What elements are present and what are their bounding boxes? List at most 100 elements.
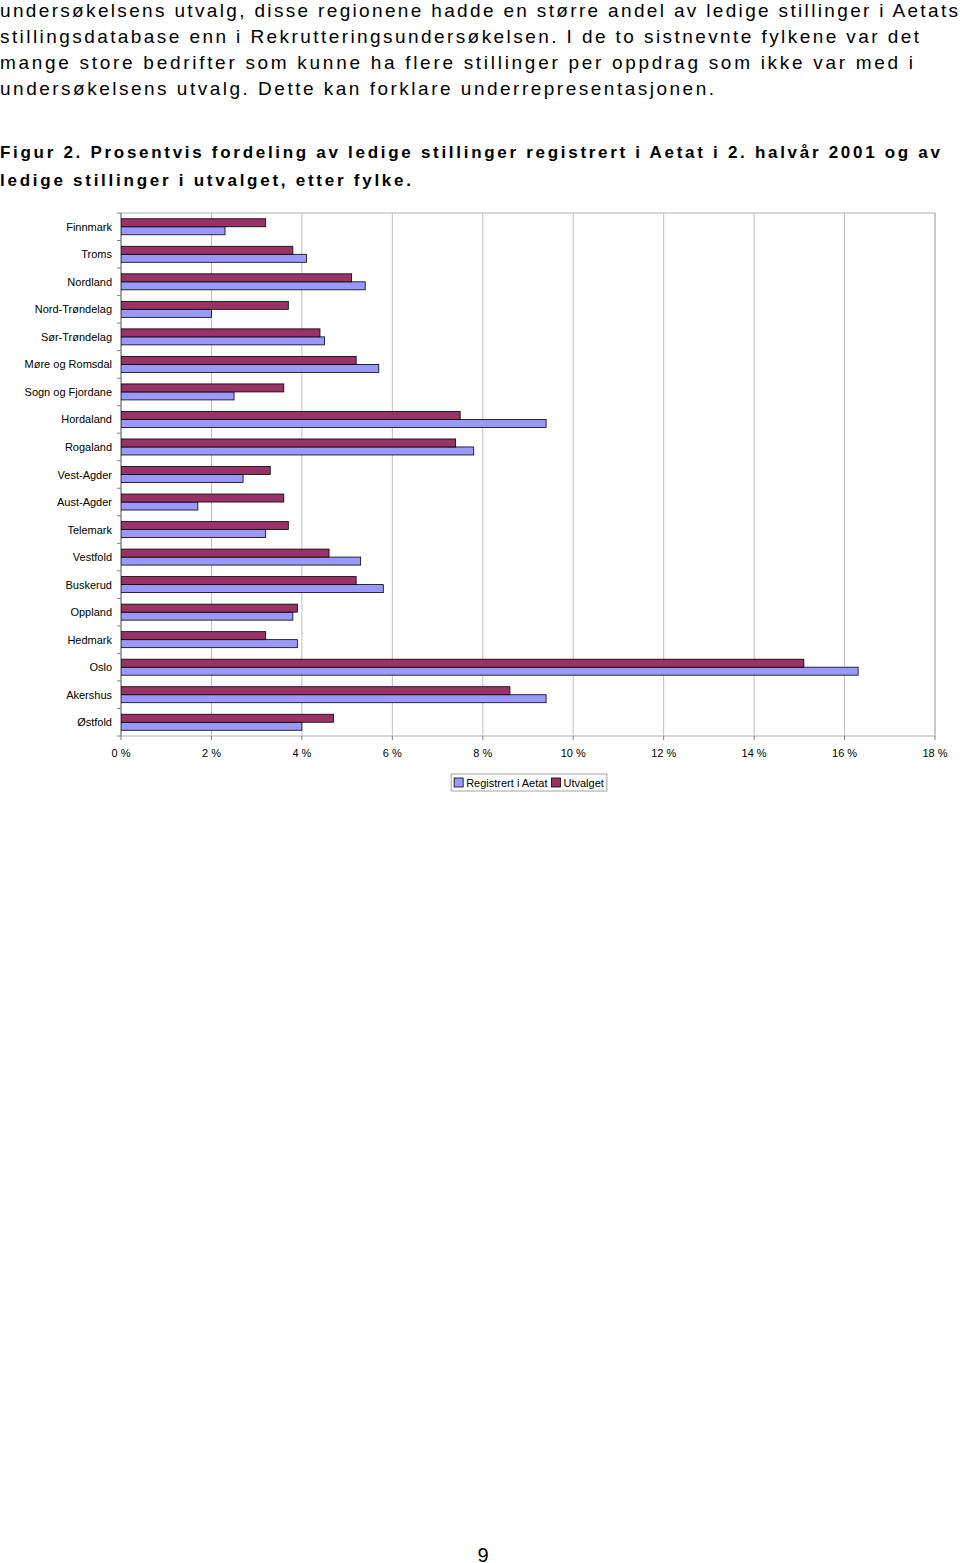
tick-mark: [482, 736, 483, 740]
category-tick: [117, 488, 121, 489]
tick-mark: [844, 736, 845, 740]
category-tick: [117, 680, 121, 681]
grid-line: [392, 213, 393, 736]
tick-label: 10 %: [561, 747, 586, 759]
bar: [121, 419, 546, 427]
category-tick: [117, 708, 121, 709]
tick-mark: [121, 736, 122, 740]
category-label: Østfold: [77, 716, 112, 728]
plot-frame: [121, 213, 935, 736]
bar: [121, 604, 297, 612]
tick-label: 16 %: [832, 747, 857, 759]
bar: [121, 612, 293, 620]
category-label: Sør-Trøndelag: [41, 331, 112, 343]
category-tick: [117, 213, 121, 214]
category-tick: [117, 653, 121, 654]
category-tick: [117, 570, 121, 571]
paragraph-line: undersøkelsens utvalg, disse regionene h…: [0, 0, 958, 21]
legend-swatch: [551, 778, 560, 787]
category-tick: [117, 405, 121, 406]
tick-label: 4 %: [292, 747, 311, 759]
bar: [121, 549, 329, 557]
tick-mark: [392, 736, 393, 740]
category-tick: [117, 433, 121, 434]
bar: [121, 467, 270, 475]
bar: [121, 557, 361, 565]
category-label: Finnmark: [66, 221, 112, 233]
bar: [121, 392, 234, 400]
figure-caption: ledige stillinger i utvalget, etter fylk…: [0, 171, 411, 190]
bar: [121, 585, 383, 593]
bar: [121, 301, 288, 309]
tick-mark: [573, 736, 574, 740]
bar: [121, 356, 356, 364]
grid-line: [301, 213, 302, 736]
grid-line: [935, 213, 936, 736]
background: [0, 0, 960, 1563]
category-tick: [117, 295, 121, 296]
category-tick: [117, 515, 121, 516]
bar: [121, 254, 306, 262]
category-label: Rogaland: [65, 441, 112, 453]
category-label: Hordaland: [61, 413, 112, 425]
category-tick: [117, 323, 121, 324]
paragraph-line: mange store bedrifter som kunne ha flere…: [0, 52, 913, 73]
legend-label: Utvalget: [563, 777, 603, 789]
grid-line: [754, 213, 755, 736]
bar: [121, 309, 211, 317]
category-tick: [117, 240, 121, 241]
tick-label: 14 %: [742, 747, 767, 759]
category-label: Aust-Agder: [57, 496, 112, 508]
bar: [121, 439, 456, 447]
bar: [121, 219, 266, 227]
bar: [121, 502, 198, 510]
category-label: Troms: [81, 248, 112, 260]
legend: Registrert i Aetat Utvalget: [451, 774, 607, 791]
bar: [121, 522, 288, 530]
bar: [121, 530, 266, 538]
grid-line: [663, 213, 664, 736]
page: undersøkelsens utvalg, disse regionene h…: [0, 0, 960, 1563]
legend-swatch: [454, 778, 463, 787]
paragraph-line: stillingsdatabase enn i Rekrutteringsund…: [0, 26, 920, 47]
bars: [121, 219, 858, 730]
bar: [121, 659, 804, 667]
bar: [121, 475, 243, 483]
tick-mark: [211, 736, 212, 740]
category-tick: [117, 268, 121, 269]
category-label: Sogn og Fjordane: [25, 386, 112, 398]
tick-label: 12 %: [651, 747, 676, 759]
category-label: Møre og Romsdal: [25, 358, 112, 370]
category-tick: [117, 736, 121, 737]
category-tick: [117, 460, 121, 461]
bar: [121, 667, 858, 675]
category-label: Akershus: [66, 689, 112, 701]
bar: [121, 687, 510, 695]
figure-caption: Figur 2. Prosentvis fordeling av ledige …: [0, 143, 941, 162]
category-label: Hedmark: [67, 634, 112, 646]
bar: [121, 337, 325, 345]
category-tick: [117, 598, 121, 599]
category-label: Telemark: [67, 524, 112, 536]
bar: [121, 695, 546, 703]
tick-mark: [301, 736, 302, 740]
category-label: Vest-Agder: [58, 469, 113, 481]
bar: [121, 329, 320, 337]
category-tick: [117, 625, 121, 626]
tick-label: 18 %: [922, 747, 947, 759]
category-label: Vestfold: [73, 551, 112, 563]
category-label: Buskerud: [66, 579, 112, 591]
category-label: Oslo: [89, 661, 112, 673]
grid-line: [573, 213, 574, 736]
bar: [121, 384, 284, 392]
bar: [121, 722, 302, 730]
paragraph-line: undersøkelsens utvalg. Dette kan forklar…: [0, 78, 714, 99]
tick-label: 6 %: [383, 747, 402, 759]
legend-label: Registrert i Aetat: [466, 777, 547, 789]
bar: [121, 632, 266, 640]
bar: [121, 714, 334, 722]
category-label: Nord-Trøndelag: [35, 303, 112, 315]
tick-label: 0 %: [112, 747, 131, 759]
bar: [121, 494, 284, 502]
category-tick: [117, 378, 121, 379]
